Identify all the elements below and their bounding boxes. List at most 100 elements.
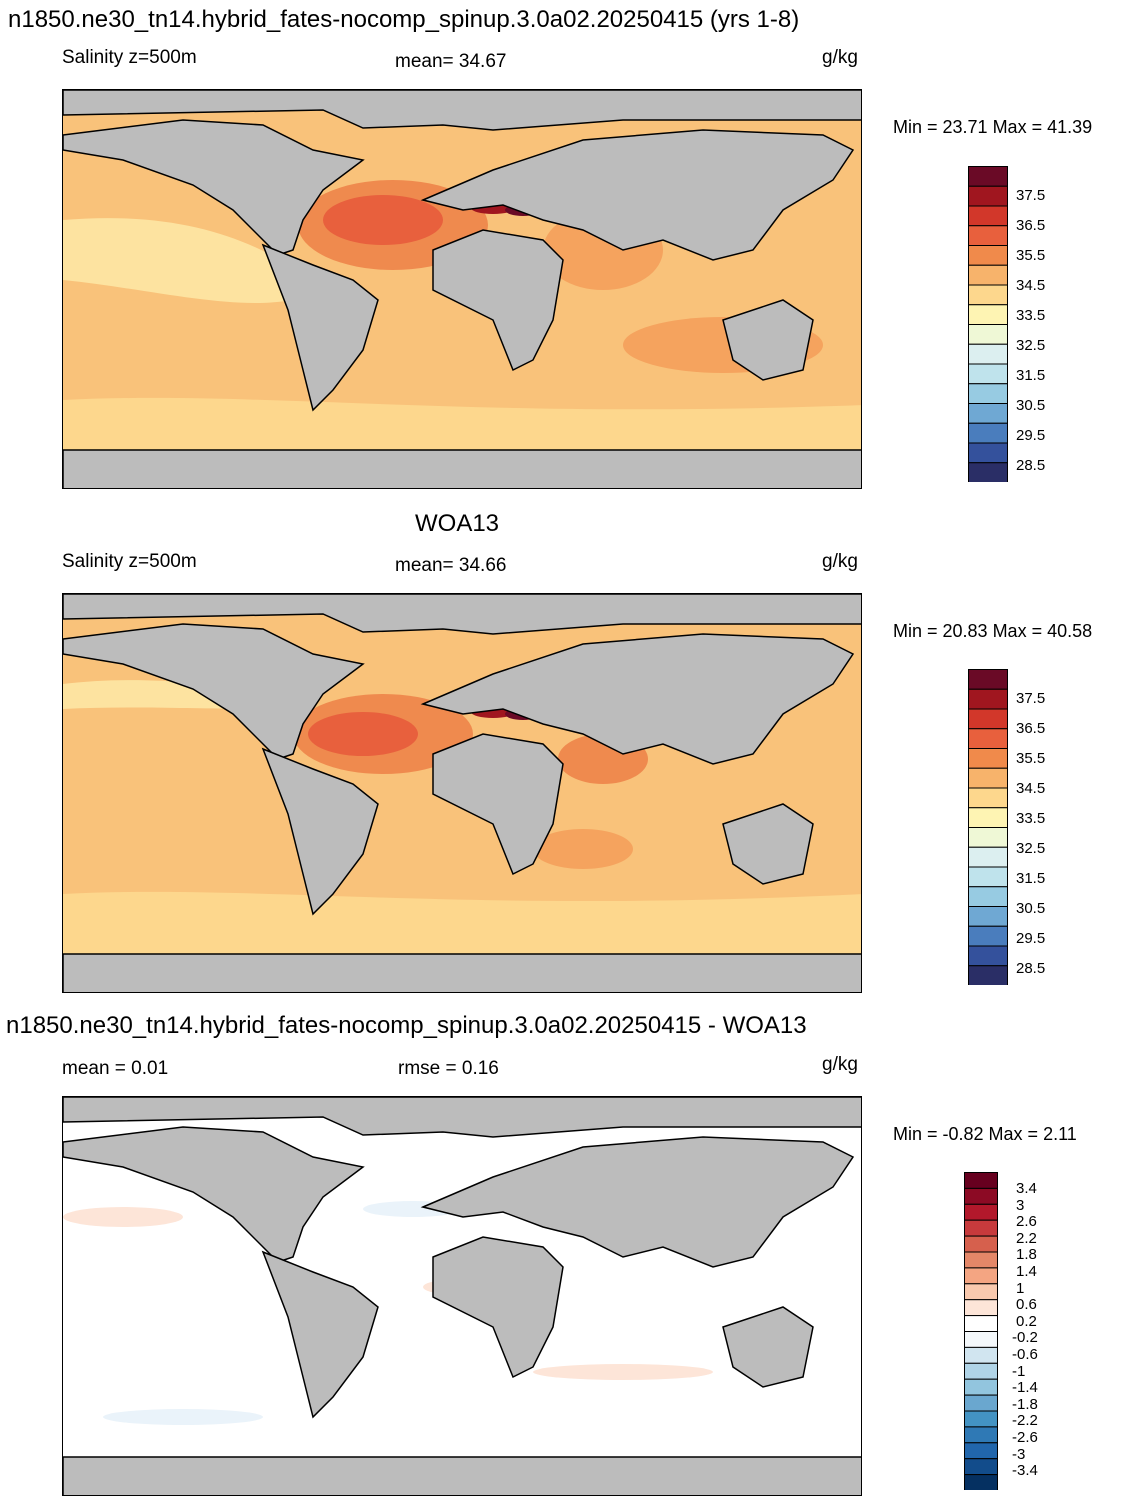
panel2-map-svg: [63, 594, 861, 992]
colorbar-swatch: [964, 1315, 998, 1333]
colorbar-tick-label: -2.2: [1012, 1412, 1038, 1430]
colorbar-swatch: [964, 1299, 998, 1317]
panel3-colorbar-svg: [964, 1172, 998, 1492]
colorbar-tick-label: -1: [1012, 1362, 1026, 1380]
colorbar-tick-label: 0.2: [1016, 1312, 1037, 1330]
colorbar-swatch: [968, 886, 1008, 907]
panel3-map: [62, 1096, 862, 1496]
colorbar-tick-label: 2.2: [1016, 1229, 1037, 1247]
colorbar-swatch: [964, 1394, 998, 1412]
colorbar-swatch: [968, 205, 1008, 227]
colorbar-tick-label: 28.5: [1016, 457, 1046, 474]
colorbar-swatch: [964, 1458, 998, 1476]
colorbar-swatch: [968, 708, 1008, 730]
colorbar-tick-label: 33.5: [1016, 810, 1046, 827]
southern-band: [63, 397, 861, 450]
colorbar-swatch: [968, 728, 1008, 749]
colorbar-tick-label: 33.5: [1016, 307, 1046, 324]
panel1-title: n1850.ne30_tn14.hybrid_fates-nocomp_spin…: [8, 6, 800, 33]
colorbar-swatch: [968, 748, 1008, 769]
colorbar-swatch: [968, 688, 1008, 710]
colorbar-tick-label: -0.2: [1012, 1329, 1038, 1347]
colorbar-tick-label: 32.5: [1016, 337, 1046, 354]
colorbar-swatch: [968, 225, 1008, 246]
panel1-colorbar: [968, 166, 1008, 487]
colorbar-tick-label: 36.5: [1016, 217, 1046, 234]
colorbar-tick-label: 30.5: [1016, 900, 1046, 917]
colorbar-swatch: [964, 1235, 998, 1253]
colorbar-swatch: [964, 1378, 998, 1396]
panel1-minmax: Min = 23.71 Max = 41.39: [893, 117, 1093, 137]
colorbar-swatch: [968, 669, 1008, 690]
diff-red-indian: [533, 1364, 713, 1380]
panel2-map: [62, 593, 862, 993]
colorbar-tick-label: 29.5: [1016, 427, 1046, 444]
panel2-colorbar: [968, 669, 1008, 990]
colorbar-swatch: [968, 363, 1008, 385]
diff-red-pacific: [63, 1207, 183, 1227]
colorbar-swatch: [964, 1410, 998, 1428]
panel2-minmax: Min = 20.83 Max = 40.58: [893, 621, 1093, 641]
colorbar-tick-label: 31.5: [1016, 367, 1046, 384]
panel1-map-svg: [63, 90, 861, 488]
colorbar-swatch: [968, 343, 1008, 365]
colorbar-swatch: [968, 866, 1008, 888]
atlantic-core: [308, 712, 418, 756]
colorbar-swatch: [968, 422, 1008, 444]
diff-blue-south: [103, 1409, 263, 1425]
southern-band: [63, 891, 861, 954]
colorbar-swatch: [968, 284, 1008, 306]
colorbar-tick-label: -3.4: [1012, 1462, 1038, 1480]
panel3-title: n1850.ne30_tn14.hybrid_fates-nocomp_spin…: [6, 1012, 807, 1039]
colorbar-swatch: [964, 1203, 998, 1221]
madagascar-band: [533, 829, 633, 869]
colorbar-tick-label: 1.8: [1016, 1246, 1037, 1264]
colorbar-swatch: [968, 925, 1008, 947]
land: [63, 1097, 861, 1495]
colorbar-swatch: [968, 945, 1008, 967]
colorbar-swatch: [968, 185, 1008, 207]
colorbar-tick-label: 35.5: [1016, 750, 1046, 767]
colorbar-swatch: [964, 1426, 998, 1444]
panel2-title: WOA13: [415, 510, 500, 537]
colorbar-swatch: [968, 403, 1008, 424]
colorbar-tick-label: 32.5: [1016, 840, 1046, 857]
colorbar-tick-label: 37.5: [1016, 690, 1046, 707]
colorbar-swatch: [964, 1187, 998, 1205]
colorbar-tick-label: 3: [1016, 1196, 1025, 1214]
colorbar-swatch: [964, 1251, 998, 1269]
panel1-variable-label: Salinity z=500m: [62, 47, 197, 68]
colorbar-tick-label: 2.6: [1016, 1213, 1037, 1231]
colorbar-tick-label: -2.6: [1012, 1429, 1038, 1446]
colorbar-tick-label: 3.4: [1016, 1180, 1037, 1197]
panel2-units: g/kg: [822, 551, 858, 572]
colorbar-tick-label: 37.5: [1016, 187, 1046, 204]
colorbar-swatch: [964, 1267, 998, 1285]
colorbar-swatch: [968, 245, 1008, 266]
colorbar-tick-label: 31.5: [1016, 870, 1046, 887]
colorbar-swatch: [968, 462, 1008, 483]
colorbar-swatch: [968, 383, 1008, 404]
colorbar-swatch: [968, 324, 1008, 345]
colorbar-tick-label: -0.6: [1012, 1346, 1038, 1363]
colorbar-swatch: [964, 1172, 998, 1189]
colorbar-swatch: [964, 1474, 998, 1492]
panel2-colorbar-svg: [968, 669, 1008, 986]
colorbar-swatch: [964, 1331, 998, 1348]
land: [63, 594, 861, 992]
colorbar-tick-label: 28.5: [1016, 960, 1046, 977]
colorbar-tick-label: 1.4: [1016, 1263, 1037, 1280]
north-pacific-band: [63, 218, 323, 303]
colorbar-swatch: [964, 1442, 998, 1460]
panel2-variable-label: Salinity z=500m: [62, 551, 197, 572]
panel3-colorbar: [964, 1172, 998, 1495]
colorbar-tick-label: 34.5: [1016, 780, 1046, 797]
colorbar-swatch: [968, 965, 1008, 986]
panel3-mean-label: mean = 0.01: [62, 1058, 169, 1079]
colorbar-swatch: [968, 264, 1008, 286]
colorbar-tick-label: -3: [1012, 1445, 1026, 1463]
colorbar-swatch: [964, 1362, 998, 1380]
colorbar-swatch: [964, 1283, 998, 1301]
panel2-mean-label: mean= 34.66: [395, 555, 507, 576]
colorbar-tick-label: 35.5: [1016, 247, 1046, 264]
